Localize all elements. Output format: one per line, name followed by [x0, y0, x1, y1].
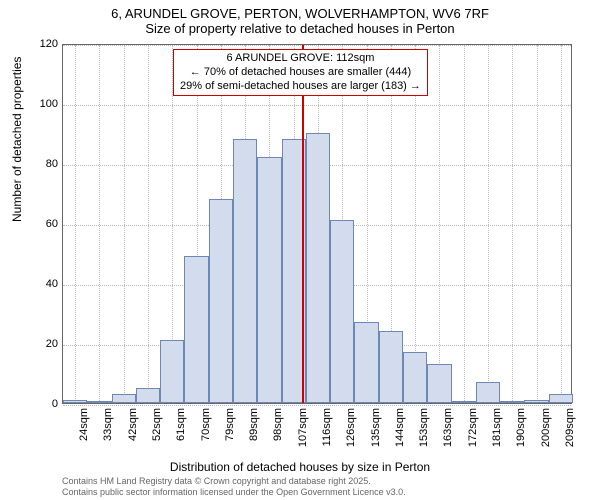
x-tick-label: 107sqm [297, 408, 309, 458]
annotation-line: 29% of semi-detached houses are larger (… [180, 80, 421, 94]
gridline-v [512, 45, 513, 403]
histogram-bar [63, 400, 87, 403]
histogram-bar [257, 157, 281, 403]
gridline-v [124, 45, 125, 403]
x-tick-label: 163sqm [442, 408, 454, 458]
x-tick-label: 181sqm [491, 408, 503, 458]
histogram-bar [87, 401, 111, 403]
gridline-v [75, 45, 76, 403]
x-tick-label: 33sqm [102, 408, 114, 458]
gridline-v [439, 45, 440, 403]
y-tick-label: 40 [18, 278, 58, 290]
gridline-h [63, 45, 571, 46]
attribution-line2: Contains public sector information licen… [62, 487, 406, 498]
histogram-bar [452, 401, 476, 403]
histogram-bar [427, 364, 451, 403]
annotation-line: 6 ARUNDEL GROVE: 112sqm [180, 52, 421, 66]
histogram-bar [160, 340, 184, 403]
gridline-v [148, 45, 149, 403]
annotation-box: 6 ARUNDEL GROVE: 112sqm← 70% of detached… [173, 49, 428, 96]
histogram-bar [184, 256, 208, 403]
gridline-h [63, 405, 571, 406]
y-tick-label: 80 [18, 158, 58, 170]
gridline-v [415, 45, 416, 403]
x-tick-label: 61sqm [175, 408, 187, 458]
histogram-bar [136, 388, 160, 403]
y-tick-label: 20 [18, 338, 58, 350]
gridline-h [63, 105, 571, 106]
histogram-bar [233, 139, 257, 403]
x-tick-label: 153sqm [418, 408, 430, 458]
histogram-bar [306, 133, 330, 403]
x-tick-label: 52sqm [151, 408, 163, 458]
y-tick-label: 120 [18, 38, 58, 50]
plot-area: 6 ARUNDEL GROVE: 112sqm← 70% of detached… [62, 44, 572, 404]
attribution: Contains HM Land Registry data © Crown c… [62, 476, 406, 498]
y-tick-label: 60 [18, 218, 58, 230]
x-tick-label: 200sqm [540, 408, 552, 458]
x-tick-label: 172sqm [467, 408, 479, 458]
x-tick-label: 126sqm [345, 408, 357, 458]
gridline-v [488, 45, 489, 403]
reference-line [302, 45, 304, 403]
x-tick-label: 24sqm [78, 408, 90, 458]
x-tick-label: 190sqm [515, 408, 527, 458]
histogram-bar [209, 199, 233, 403]
x-tick-label: 209sqm [564, 408, 576, 458]
y-tick-label: 0 [18, 398, 58, 410]
chart-title-sub: Size of property relative to detached ho… [0, 21, 600, 36]
gridline-v [561, 45, 562, 403]
annotation-line: ← 70% of detached houses are smaller (44… [180, 66, 421, 80]
gridline-v [537, 45, 538, 403]
x-tick-label: 42sqm [127, 408, 139, 458]
histogram-bar [476, 382, 500, 403]
x-tick-label: 116sqm [321, 408, 333, 458]
x-tick-label: 135sqm [370, 408, 382, 458]
chart-container: 6, ARUNDEL GROVE, PERTON, WOLVERHAMPTON,… [0, 0, 600, 500]
histogram-bar [379, 331, 403, 403]
histogram-bar [549, 394, 573, 403]
gridline-v [464, 45, 465, 403]
x-axis-label: Distribution of detached houses by size … [0, 460, 600, 474]
chart-title-main: 6, ARUNDEL GROVE, PERTON, WOLVERHAMPTON,… [0, 0, 600, 21]
x-tick-label: 98sqm [272, 408, 284, 458]
histogram-bar [112, 394, 136, 403]
x-tick-label: 89sqm [248, 408, 260, 458]
histogram-bar [403, 352, 427, 403]
histogram-bar [354, 322, 378, 403]
y-axis-label: Number of detached properties [10, 57, 24, 222]
histogram-bar [500, 401, 524, 403]
gridline-v [99, 45, 100, 403]
histogram-bar [330, 220, 354, 403]
histogram-bar [524, 400, 548, 403]
y-tick-label: 100 [18, 98, 58, 110]
attribution-line1: Contains HM Land Registry data © Crown c… [62, 476, 406, 487]
x-tick-label: 79sqm [224, 408, 236, 458]
x-tick-label: 144sqm [394, 408, 406, 458]
x-tick-label: 70sqm [200, 408, 212, 458]
